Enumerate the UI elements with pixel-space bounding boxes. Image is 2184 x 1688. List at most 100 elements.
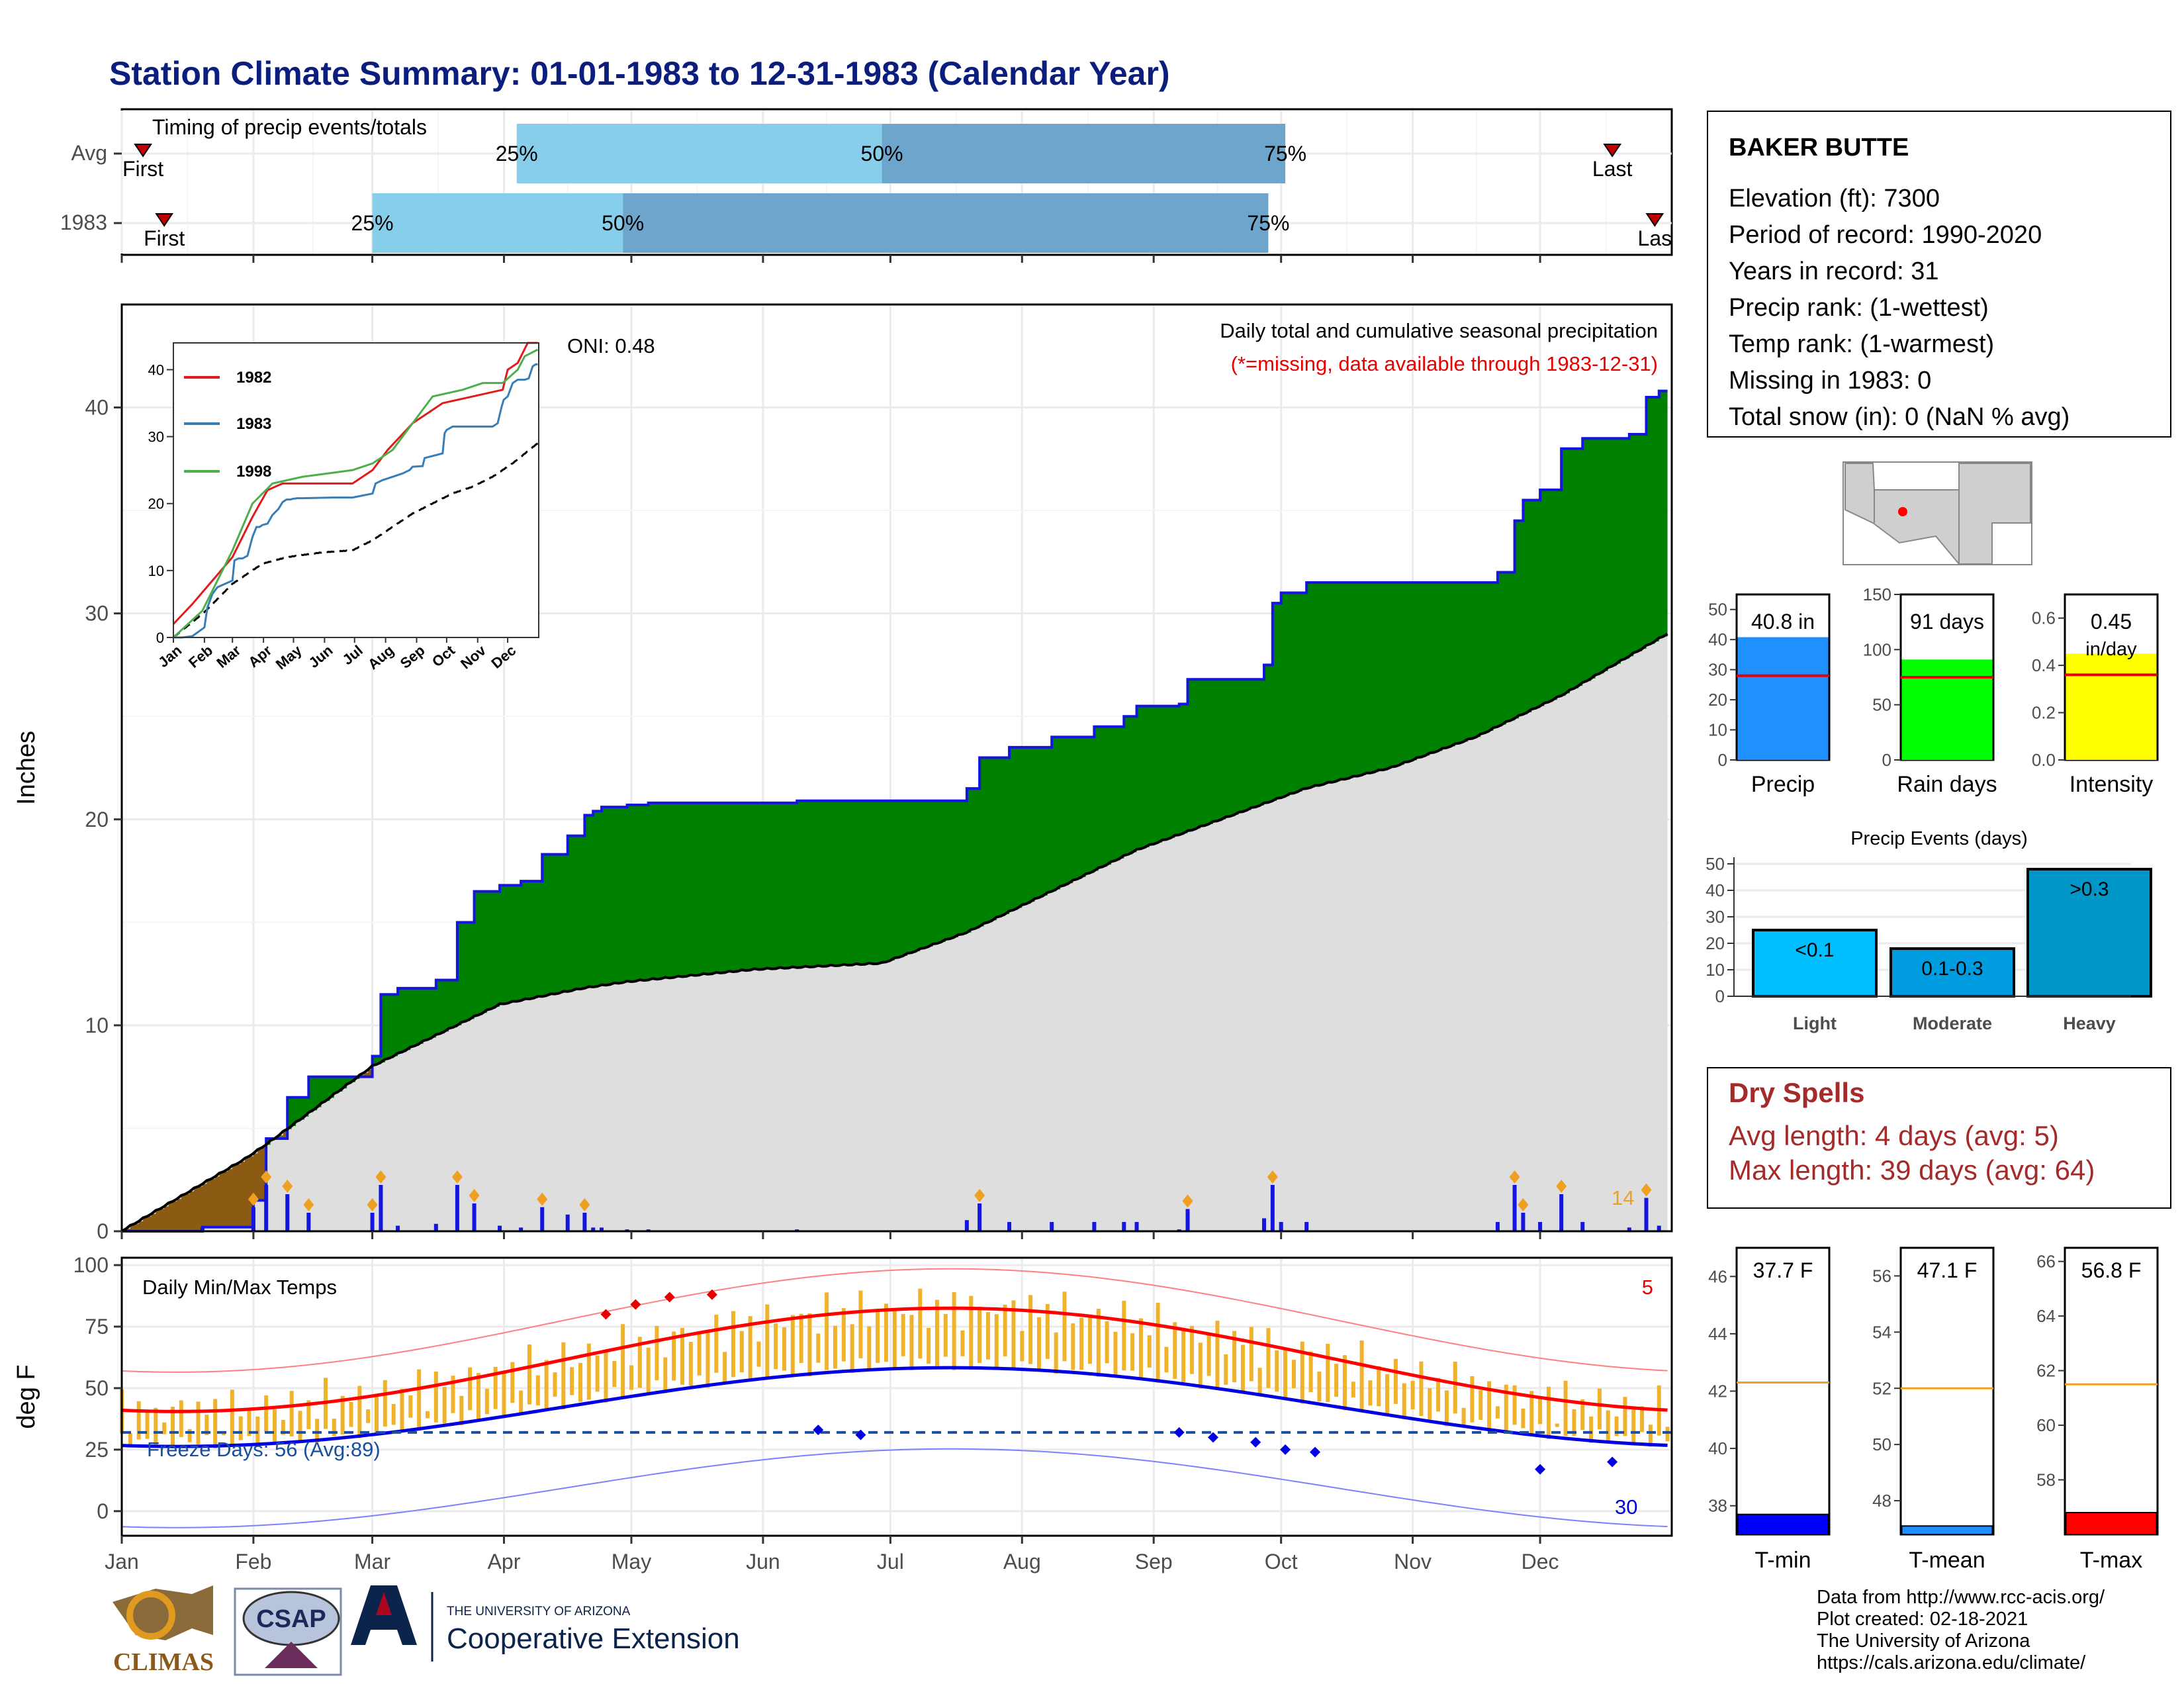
- summary-bars: 0 10 20 30 40 50 40.8 in Precip 0 50 100 150 91 days…: [1708, 585, 2159, 797]
- inset-y-tick-label: 20: [148, 496, 164, 512]
- last-event-label: Las: [1638, 226, 1672, 250]
- csap-text: CSAP: [256, 1605, 326, 1633]
- record-low-marker: [855, 1429, 866, 1440]
- precip-heading: Daily total and cumulative seasonal prec…: [1220, 319, 1658, 342]
- daily-precip-bar: [433, 1223, 438, 1231]
- daily-temp-range: [782, 1327, 786, 1371]
- page-title: Station Climate Summary: 01-01-1983 to 1…: [109, 55, 1170, 92]
- daily-temp-range: [850, 1324, 854, 1374]
- daily-precip-bar: [1185, 1209, 1190, 1231]
- inset-y-tick-label: 0: [156, 630, 164, 646]
- daily-temp-range: [646, 1347, 651, 1395]
- first-event-marker: [134, 144, 152, 158]
- tbar-y-tick-label: 56: [1872, 1266, 1891, 1286]
- daily-temp-range: [1275, 1350, 1279, 1392]
- heavy-event-marker: [367, 1198, 378, 1211]
- daily-temp-range: [1087, 1317, 1092, 1364]
- summary-value-label: 91 days: [1910, 610, 1984, 633]
- daily-temp-range: [1546, 1386, 1551, 1439]
- timing-pct-label: 25%: [351, 211, 394, 235]
- daily-temp-range: [170, 1407, 175, 1449]
- summary-value-label: 0.45: [2091, 610, 2132, 633]
- daily-temp-range: [408, 1395, 413, 1418]
- daily-temp-range: [289, 1391, 294, 1437]
- event-category-label: Moderate: [1913, 1013, 1992, 1033]
- timing-title: Timing of precip events/totals: [152, 115, 427, 139]
- daily-temp-range: [1096, 1309, 1101, 1377]
- daily-precip-bar: [1262, 1218, 1267, 1231]
- heavy-event-marker: [537, 1192, 548, 1206]
- logos: CLIMAS CSAP THE UNIVERSITY OF ARIZONA Co…: [113, 1585, 740, 1676]
- daily-precip-bar: [565, 1214, 570, 1231]
- record-low-marker: [1250, 1436, 1261, 1448]
- avg-max-line: [121, 1306, 1668, 1413]
- record-low-marker: [1208, 1432, 1219, 1443]
- daily-temp-range: [1054, 1332, 1058, 1374]
- precip-panel: 0 10 20 30 40 Inches Daily total and cumulat…: [13, 303, 1673, 1243]
- ua-line2: Cooperative Extension: [447, 1622, 740, 1655]
- daily-precip-bar: [379, 1185, 383, 1231]
- temp-y-axis: 0 25 50 75 100: [73, 1253, 122, 1523]
- heavy-event-marker: [1182, 1194, 1193, 1208]
- tbar-value: [1901, 1525, 1993, 1535]
- daily-temp-range: [221, 1434, 226, 1436]
- daily-temp-range: [867, 1326, 872, 1370]
- daily-precip-bar: [1495, 1222, 1500, 1231]
- daily-temp-range: [136, 1401, 141, 1440]
- freeze-days: Freeze Days: 56 (Avg:89): [147, 1438, 381, 1461]
- daily-precip-bar: [1627, 1227, 1631, 1231]
- station-location-marker: [1898, 507, 1907, 516]
- tbar-frame: [1735, 1246, 1831, 1536]
- month-label: Aug: [1003, 1550, 1041, 1573]
- month-label: May: [612, 1550, 651, 1573]
- daily-temp-range: [1580, 1399, 1585, 1430]
- daily-temp-range: [1028, 1295, 1033, 1364]
- heavy-event-marker: [974, 1189, 985, 1202]
- daily-temp-range: [1079, 1317, 1084, 1370]
- tbar-y-tick-label: 52: [1872, 1378, 1891, 1398]
- dry-max: Max length: 39 days (avg: 64): [1729, 1154, 2095, 1186]
- daily-temp-range: [468, 1367, 473, 1411]
- station-frame: [1707, 111, 2171, 438]
- daily-temp-range: [1317, 1372, 1322, 1402]
- heavy-event-marker: [1267, 1170, 1278, 1184]
- daily-temp-range: [1308, 1351, 1313, 1392]
- daily-precip-bar: [540, 1207, 545, 1231]
- dry-spells: Dry Spells Avg length: 4 days (avg: 5) M…: [1707, 1067, 2171, 1209]
- temp-y-tick-label: 100: [73, 1253, 109, 1277]
- tbar-y-tick-label: 42: [1708, 1382, 1727, 1401]
- daily-temp-range: [1113, 1331, 1118, 1377]
- daily-temp-range: [1368, 1380, 1373, 1406]
- daily-temp-range: [1521, 1408, 1525, 1429]
- daily-temp-range: [272, 1409, 277, 1445]
- daily-temp-range: [433, 1371, 438, 1423]
- daily-temp-range: [1036, 1317, 1041, 1370]
- daily-temp-range: [714, 1315, 719, 1373]
- daily-temp-range: [145, 1410, 150, 1439]
- daily-temp-range: [1020, 1331, 1024, 1362]
- daily-temp-range: [697, 1333, 702, 1376]
- tbar-y-tick-label: 64: [2036, 1306, 2056, 1326]
- inset-frame: [173, 342, 539, 638]
- daily-precip-bar: [264, 1185, 269, 1231]
- daily-precip-bar: [591, 1227, 596, 1231]
- heavy-event-marker: [1556, 1180, 1567, 1193]
- daily-temp-range: [943, 1313, 948, 1357]
- ua-line1: THE UNIVERSITY OF ARIZONA: [447, 1605, 631, 1618]
- summary-value-label: 40.8 in: [1751, 610, 1815, 633]
- daily-precip-bar: [1050, 1222, 1054, 1231]
- daily-temp-range: [179, 1400, 183, 1437]
- summary-y-tick-label: 40: [1708, 630, 1727, 649]
- record-min-line: [121, 1448, 1668, 1528]
- daily-temp-range: [502, 1372, 506, 1419]
- daily-temp-range: [1461, 1407, 1466, 1425]
- event-bar-label: <0.1: [1795, 939, 1834, 961]
- month-label: Feb: [235, 1550, 271, 1573]
- summary-y-tick-label: 0.0: [2032, 750, 2056, 770]
- record-low-marker: [1607, 1456, 1618, 1468]
- daily-temp-range: [672, 1331, 676, 1381]
- daily-temp-range: [366, 1409, 371, 1423]
- daily-temp-range: [960, 1330, 965, 1356]
- csap-mountain: [265, 1642, 318, 1668]
